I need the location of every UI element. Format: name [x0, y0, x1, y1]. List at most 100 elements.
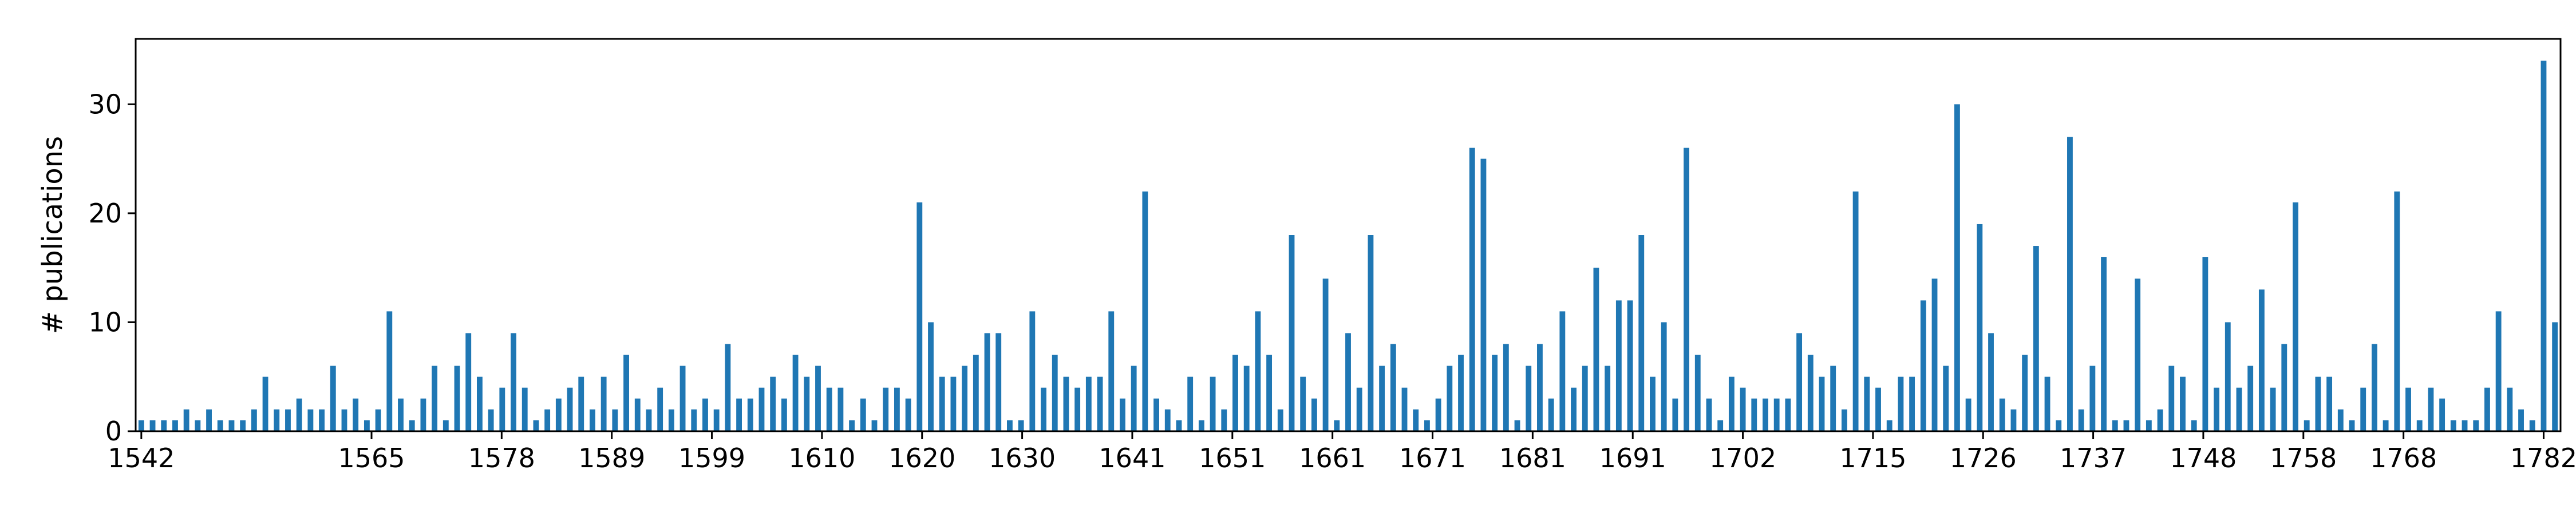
bar [521, 387, 528, 431]
bar [2135, 279, 2141, 431]
bar [646, 409, 652, 431]
bar [837, 387, 844, 431]
bar [161, 420, 167, 431]
bar [1300, 376, 1306, 431]
bar [2056, 420, 2062, 431]
bar [274, 409, 280, 431]
bar [149, 420, 156, 431]
bar [2405, 387, 2411, 431]
bar [2304, 420, 2310, 431]
bar [1131, 365, 1137, 431]
bar [1830, 365, 1836, 431]
bar [984, 333, 990, 431]
bar [1345, 333, 1351, 431]
bar [2552, 322, 2558, 431]
bar [499, 387, 505, 431]
bar [713, 409, 720, 431]
bar [353, 398, 359, 431]
bar [939, 376, 945, 431]
bar [1085, 376, 1092, 431]
bar [2123, 420, 2129, 431]
bar [2337, 409, 2344, 431]
x-tick-label: 1661 [1299, 443, 1366, 474]
bar [1875, 387, 1881, 431]
bar [533, 420, 539, 431]
bar [476, 376, 483, 431]
bar [432, 365, 438, 431]
bar [1311, 398, 1317, 431]
bar [815, 365, 821, 431]
bar [1740, 387, 1746, 431]
bar [2541, 61, 2547, 432]
bar [2484, 387, 2490, 431]
bar [804, 376, 810, 431]
bar [409, 420, 415, 431]
bar [555, 398, 562, 431]
bar [1988, 333, 1994, 431]
bars-group [138, 61, 2558, 432]
bar [2360, 387, 2366, 431]
bar [1999, 398, 2005, 431]
bar [2247, 365, 2254, 431]
bar [1909, 376, 1915, 431]
bar [319, 409, 325, 431]
x-tick-label: 1578 [468, 443, 535, 474]
bar [1886, 420, 1893, 431]
y-tick-label: 10 [88, 307, 122, 337]
bar [442, 420, 449, 431]
bar [296, 398, 302, 431]
bar [420, 398, 426, 431]
bar [2044, 376, 2050, 431]
x-tick-label: 1702 [1709, 443, 1776, 474]
bar [1120, 398, 1125, 431]
bar [1210, 376, 1216, 431]
bar [2529, 420, 2535, 431]
bar [2371, 344, 2377, 431]
bar [488, 409, 494, 431]
bar [1007, 420, 1013, 431]
x-tick-label: 1737 [2060, 443, 2127, 474]
bar [1368, 235, 1374, 431]
bar [2180, 376, 2186, 431]
bar [1401, 387, 1408, 431]
bar [1593, 268, 1599, 431]
bar [849, 420, 855, 431]
bar [2439, 398, 2445, 431]
bar [2258, 289, 2265, 431]
bar [1266, 355, 1273, 431]
bar [1503, 344, 1509, 431]
bar [2214, 387, 2220, 431]
y-axis: 0 10 20 30 [88, 89, 136, 447]
bar [2010, 409, 2017, 431]
bar [1221, 409, 1227, 431]
bar [465, 333, 472, 431]
bar [995, 333, 1002, 431]
bar [2315, 376, 2321, 431]
bar [544, 409, 551, 431]
bar [871, 420, 878, 431]
bar [702, 398, 708, 431]
bar [2428, 387, 2434, 431]
bar [1819, 376, 1825, 431]
bar [2146, 420, 2152, 431]
bar [1041, 387, 1046, 431]
bar [262, 376, 268, 431]
bar [1548, 398, 1554, 431]
bar [1627, 300, 1633, 431]
bar [962, 365, 968, 431]
bar [1142, 191, 1148, 431]
bar [1458, 355, 1464, 431]
bar [2473, 420, 2479, 431]
bar [600, 376, 607, 431]
bar [1773, 398, 1780, 431]
bar [1852, 191, 1859, 431]
bar [2225, 322, 2231, 431]
bar [1864, 376, 1870, 431]
bar [1763, 398, 1768, 431]
bar [2495, 311, 2502, 431]
bar [1063, 376, 1069, 431]
bar [883, 387, 889, 431]
bar [251, 409, 257, 431]
bar [860, 398, 866, 431]
y-tick-label: 30 [88, 89, 122, 120]
